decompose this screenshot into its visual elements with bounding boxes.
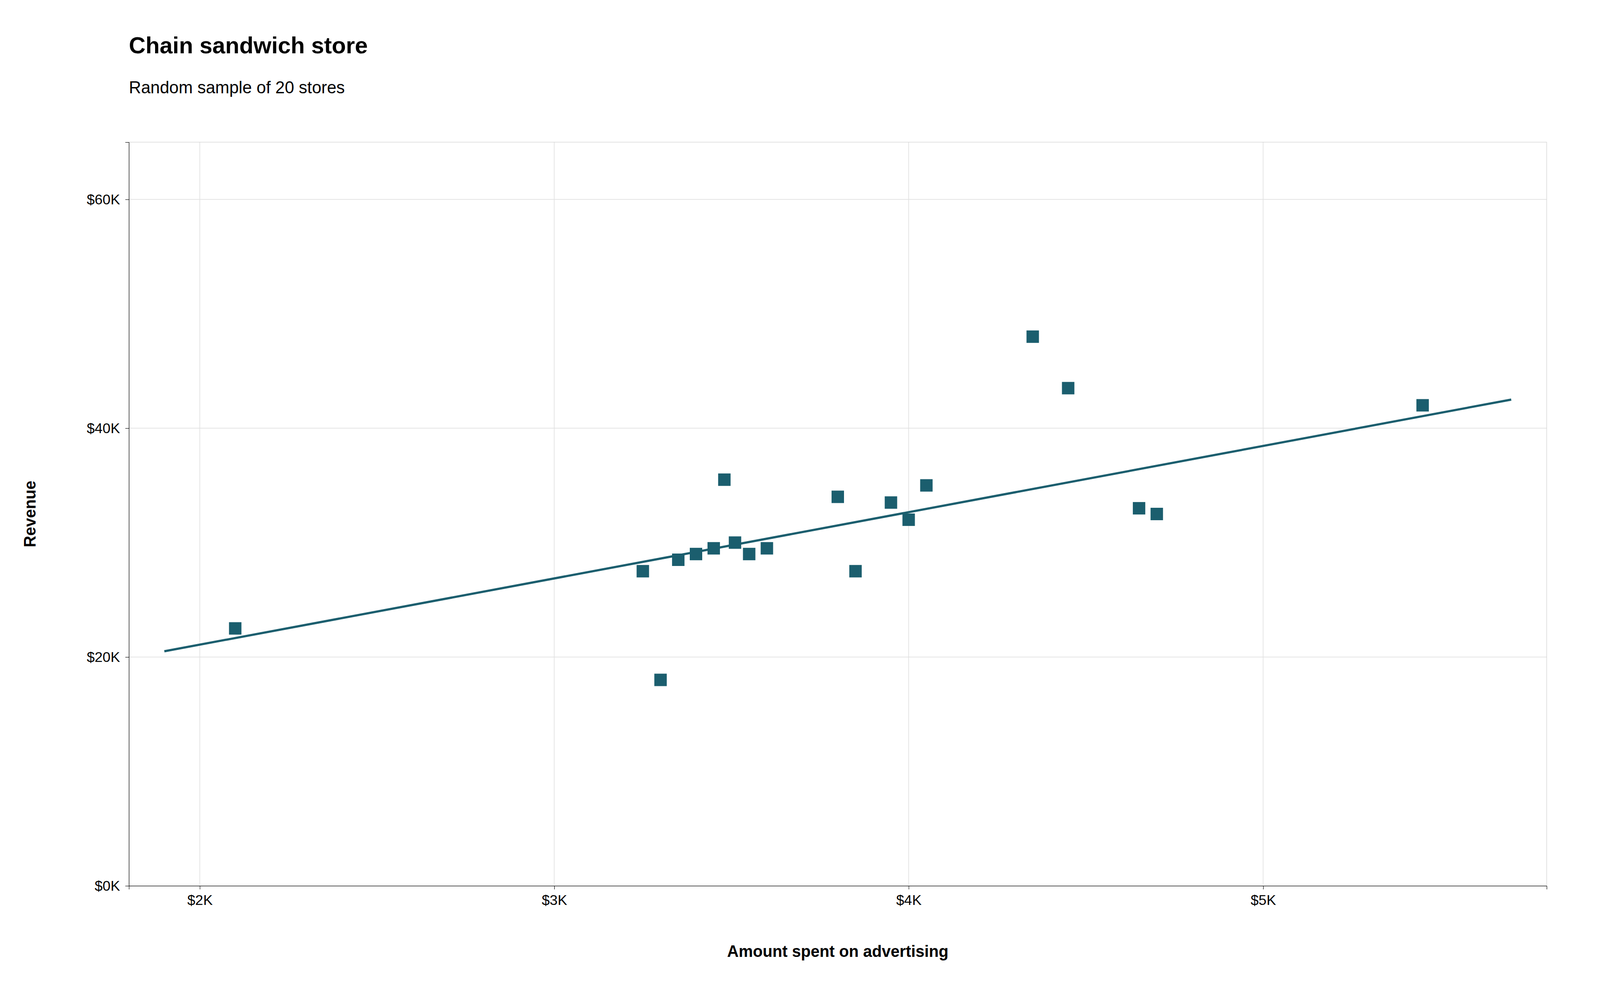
- point: [1150, 508, 1164, 521]
- grid-line-x: [199, 142, 201, 887]
- tick: $5K: [1250, 886, 1276, 909]
- tick-label: $3K: [541, 892, 568, 909]
- point: [636, 565, 649, 578]
- point: [718, 473, 731, 487]
- point: [743, 548, 756, 561]
- point: [1132, 502, 1146, 515]
- tick-label: $4K: [896, 892, 922, 909]
- grid-line-x: [553, 142, 555, 887]
- point: [884, 496, 898, 509]
- tick-mark: [1263, 886, 1264, 890]
- point: [849, 565, 862, 578]
- tick: $0K: [94, 878, 129, 895]
- subtitle: Random sample of 20 stores: [128, 78, 345, 97]
- y-axis-title: Revenue: [20, 480, 40, 548]
- tick-label: $20K: [86, 649, 120, 666]
- tick-mark: [125, 657, 129, 658]
- tick-label: $0K: [94, 878, 120, 895]
- tick: $40K: [86, 420, 129, 437]
- x-axis: $2K $3K $4K $5K: [129, 886, 1548, 909]
- tick-label: $40K: [86, 420, 120, 437]
- title: Chain sandwich store: [128, 32, 368, 59]
- tick-mark: [125, 886, 129, 887]
- point: [654, 673, 667, 687]
- tick-label: $2K: [187, 892, 213, 909]
- grid-line-y: [128, 656, 1547, 658]
- point: [920, 479, 933, 492]
- point: [1416, 399, 1429, 412]
- tick: $20K: [86, 649, 129, 666]
- tick: $3K: [541, 886, 568, 909]
- grid: [128, 142, 1547, 887]
- point: [1061, 382, 1075, 395]
- points: [228, 330, 1429, 687]
- grid-line-y: [128, 199, 1547, 200]
- tick: $60K: [86, 191, 129, 208]
- plot-area: $2K $3K $4K $5K $0K $20K $40K $60K: [86, 142, 1547, 909]
- tick-mark: [200, 886, 201, 890]
- point: [831, 490, 844, 504]
- y-axis: $0K $20K $40K $60K: [86, 142, 129, 895]
- point: [689, 548, 703, 561]
- tick-mark: [908, 886, 910, 890]
- point: [1026, 330, 1040, 344]
- grid-line-y: [128, 428, 1547, 429]
- marks: [164, 330, 1512, 687]
- point: [902, 513, 916, 527]
- tick-label: $5K: [1250, 892, 1276, 909]
- point: [728, 536, 742, 549]
- tick-mark: [125, 428, 129, 429]
- tick-mark: [125, 199, 129, 200]
- grid-line-x: [1262, 142, 1264, 887]
- axis-line: [125, 142, 130, 887]
- plot-frame: [128, 142, 1547, 887]
- chart: $2K $3K $4K $5K $0K $20K $40K $60K Amount spent …: [0, 0, 1600, 988]
- tick: $4K: [896, 886, 922, 909]
- trend-line: [164, 399, 1512, 652]
- point: [760, 542, 774, 555]
- x-axis-title: Amount spent on advertising: [727, 942, 949, 961]
- tick-mark: [554, 886, 555, 890]
- axis-line: [129, 886, 1548, 891]
- point: [228, 622, 242, 636]
- tick: $2K: [187, 886, 213, 909]
- tick-label: $60K: [86, 191, 120, 208]
